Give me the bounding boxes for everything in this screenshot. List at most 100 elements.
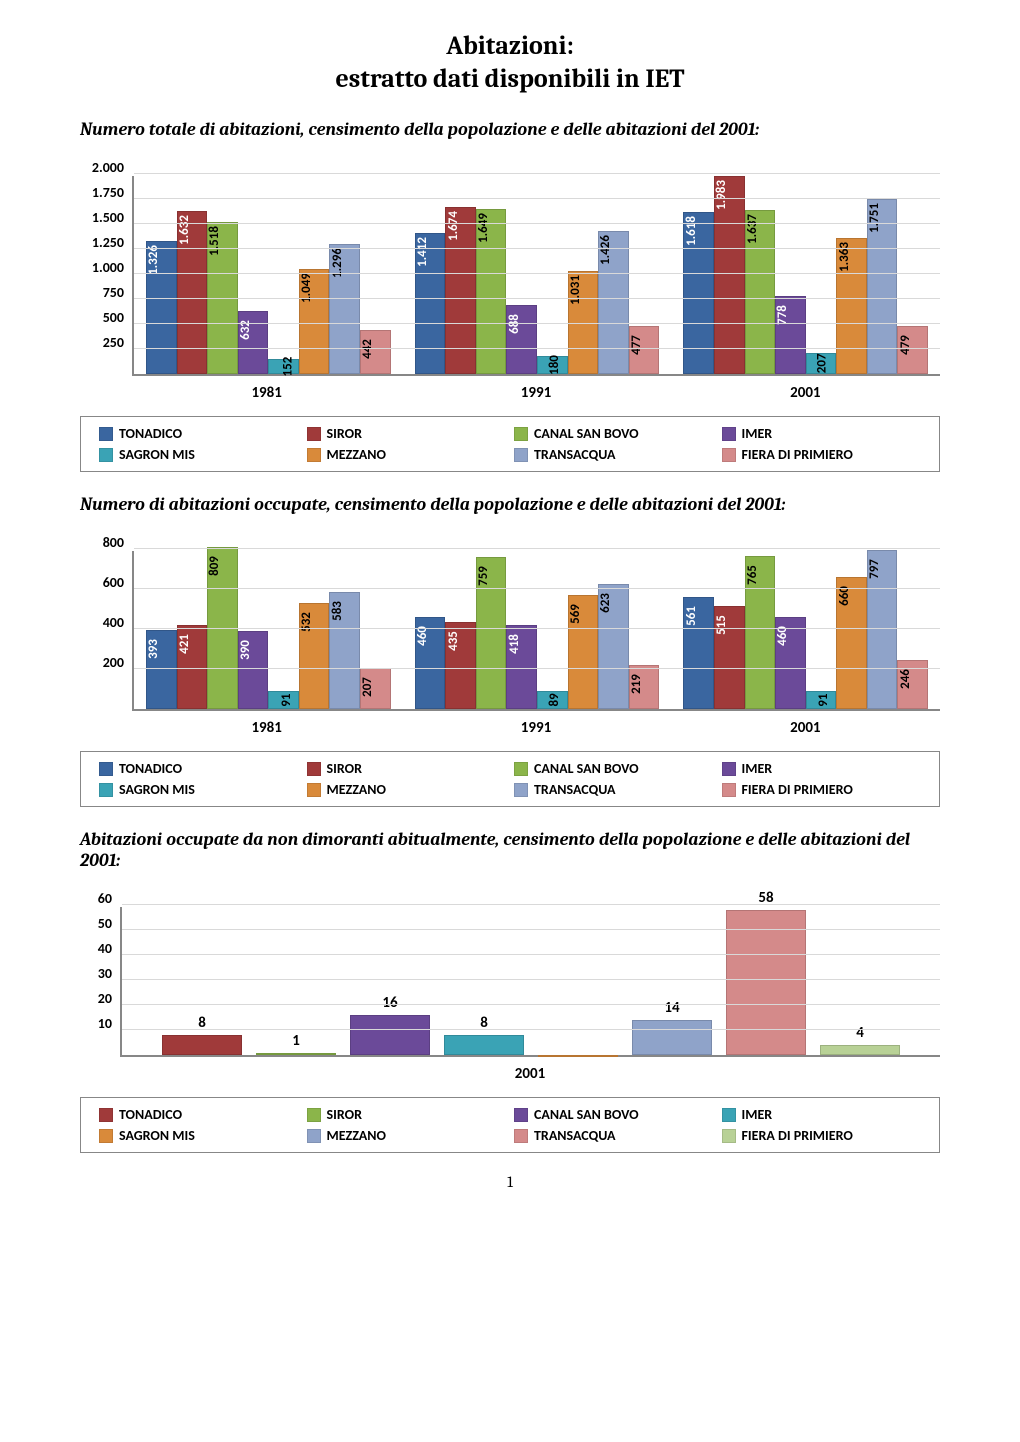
bar-value-label: 418 bbox=[507, 635, 537, 655]
legend-item: IMER bbox=[722, 1106, 922, 1123]
bar-value-label: 479 bbox=[898, 335, 928, 355]
bar: 532 bbox=[299, 603, 330, 709]
bar: 569 bbox=[568, 595, 599, 709]
legend-item: TRANSACQUA bbox=[514, 446, 714, 463]
bar: 442 bbox=[360, 330, 391, 374]
legend-swatch bbox=[514, 1108, 528, 1122]
legend-item: IMER bbox=[722, 425, 922, 442]
legend-label: SIROR bbox=[327, 425, 362, 442]
legend-swatch bbox=[722, 1129, 736, 1143]
bar-value-label: 4 bbox=[856, 1024, 864, 1045]
legend-item: SIROR bbox=[307, 1106, 507, 1123]
bar: 207 bbox=[806, 353, 837, 374]
chart2-y-axis: 200400600800 bbox=[80, 551, 132, 711]
legend-swatch bbox=[99, 762, 113, 776]
bar: 460 bbox=[415, 617, 446, 709]
chart3-x-axis: 2001 bbox=[80, 1057, 940, 1083]
x-axis-label: 2001 bbox=[671, 376, 940, 402]
legend-item: SAGRON MIS bbox=[99, 446, 299, 463]
bar-value-label: 569 bbox=[568, 604, 598, 624]
bar-value-label: 1.618 bbox=[684, 216, 714, 246]
bar-value-label: 152 bbox=[280, 357, 287, 377]
bar-group: 56151576546091660797246 bbox=[671, 551, 940, 709]
bar-value-label: 58 bbox=[758, 889, 773, 910]
bar-value-label: 1.632 bbox=[177, 215, 207, 245]
legend-label: SAGRON MIS bbox=[119, 1127, 195, 1144]
chart3: 102030405060 8116814584 2001 TONADICOSIR… bbox=[80, 907, 940, 1153]
page-number: 1 bbox=[80, 1173, 940, 1191]
legend-swatch bbox=[514, 1129, 528, 1143]
bar-value-label: 759 bbox=[476, 566, 506, 586]
bar-value-label: 1.637 bbox=[745, 214, 775, 244]
bar: 797 bbox=[867, 550, 898, 709]
bar: 765 bbox=[745, 556, 776, 709]
legend-swatch bbox=[307, 448, 321, 462]
legend-label: IMER bbox=[742, 760, 773, 777]
bar: 1.618 bbox=[683, 212, 714, 374]
legend-label: SIROR bbox=[327, 760, 362, 777]
document-page: Abitazioni: estratto dati disponibili in… bbox=[0, 0, 1020, 1221]
bar-value-label: 180 bbox=[547, 355, 557, 375]
bar-value-label: 1.983 bbox=[714, 180, 744, 210]
legend-item: TONADICO bbox=[99, 1106, 299, 1123]
bar: 561 bbox=[683, 597, 714, 709]
bar-group: 46043575941889569623219 bbox=[403, 551, 672, 709]
bar: 435 bbox=[445, 622, 476, 709]
legend-item: TRANSACQUA bbox=[514, 781, 714, 798]
legend-label: TONADICO bbox=[119, 760, 182, 777]
legend-swatch bbox=[722, 762, 736, 776]
chart1-y-axis: 2505007501.0001.2501.5001.7502.000 bbox=[80, 176, 132, 376]
bar: 421 bbox=[177, 625, 208, 709]
bar: 91 bbox=[268, 691, 299, 709]
bar-value-label: 1.751 bbox=[867, 203, 897, 233]
bar-group: 1.4121.6741.6496881801.0311.426477 bbox=[403, 176, 672, 374]
legend-item: TONADICO bbox=[99, 760, 299, 777]
bar: 8 bbox=[444, 1035, 524, 1055]
bar: 1.632 bbox=[177, 211, 208, 374]
bar: 515 bbox=[714, 606, 745, 709]
bar: 632 bbox=[238, 311, 269, 374]
bar-value-label: 207 bbox=[815, 354, 828, 374]
bar-value-label: 809 bbox=[207, 556, 237, 576]
bar: 219 bbox=[629, 665, 660, 709]
chart2-legend: TONADICOSIRORCANAL SAN BOVOIMERSAGRON MI… bbox=[80, 751, 940, 807]
legend-item: TRANSACQUA bbox=[514, 1127, 714, 1144]
legend-swatch bbox=[722, 783, 736, 797]
legend-label: FIERA DI PRIMIERO bbox=[742, 781, 853, 798]
legend-swatch bbox=[307, 1129, 321, 1143]
bar-value-label: 460 bbox=[775, 626, 805, 646]
legend-label: CANAL SAN BOVO bbox=[534, 425, 639, 442]
bar-value-label: 515 bbox=[714, 615, 744, 635]
legend-swatch bbox=[514, 762, 528, 776]
bar-value-label: 765 bbox=[745, 565, 775, 585]
legend-item: CANAL SAN BOVO bbox=[514, 760, 714, 777]
chart2-subtitle: Numero di abitazioni occupate, censiment… bbox=[80, 494, 940, 515]
legend-label: TRANSACQUA bbox=[534, 446, 615, 463]
page-title-block: Abitazioni: estratto dati disponibili in… bbox=[80, 30, 940, 95]
bar-value-label: 1.426 bbox=[598, 235, 628, 265]
legend-swatch bbox=[722, 448, 736, 462]
legend-label: SIROR bbox=[327, 1106, 362, 1123]
x-axis-label: 1981 bbox=[132, 711, 401, 737]
x-axis-label: 1991 bbox=[401, 376, 670, 402]
bar-value-label: 660 bbox=[837, 586, 867, 606]
bar: 14 bbox=[632, 1020, 712, 1055]
chart1-plot: 1.3261.6321.5186321521.0491.2964421.4121… bbox=[132, 176, 940, 376]
x-axis-label: 1991 bbox=[401, 711, 670, 737]
bar-value-label: 8 bbox=[198, 1014, 206, 1035]
bar-value-label: 1.326 bbox=[146, 245, 176, 275]
bar-value-label: 393 bbox=[146, 640, 176, 660]
legend-swatch bbox=[99, 1129, 113, 1143]
legend-swatch bbox=[722, 1108, 736, 1122]
bar: 1.363 bbox=[836, 238, 867, 374]
legend-item: FIERA DI PRIMIERO bbox=[722, 1127, 922, 1144]
legend-item: TONADICO bbox=[99, 425, 299, 442]
chart2-x-axis: 198119912001 bbox=[80, 711, 940, 737]
x-axis-label: 2001 bbox=[671, 711, 940, 737]
legend-label: IMER bbox=[742, 425, 773, 442]
bar-value-label: 421 bbox=[177, 634, 207, 654]
bar-group: 1.6181.9831.6377782071.3631.751479 bbox=[671, 176, 940, 374]
bar-value-label: 1.674 bbox=[446, 211, 476, 241]
chart1-x-axis: 198119912001 bbox=[80, 376, 940, 402]
bar-value-label: 477 bbox=[629, 335, 659, 355]
